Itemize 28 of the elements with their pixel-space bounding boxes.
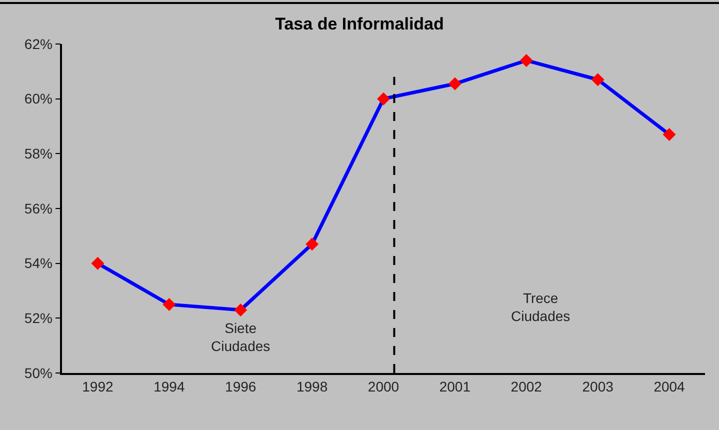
point bbox=[520, 54, 533, 67]
annotation: Trece Ciudades bbox=[511, 290, 570, 324]
x-tick-label: 1992 bbox=[82, 378, 114, 395]
point bbox=[662, 128, 676, 141]
point bbox=[377, 92, 390, 106]
y-tick-label: 56% bbox=[24, 200, 52, 216]
point bbox=[448, 77, 462, 90]
y-tick-label: 54% bbox=[24, 255, 52, 272]
x-tick-label: 1994 bbox=[154, 378, 185, 395]
point bbox=[234, 303, 248, 316]
x-tick-label: 2000 bbox=[368, 378, 400, 395]
y-tick-label: 58% bbox=[24, 146, 52, 162]
x-tick-label: 2001 bbox=[439, 378, 471, 395]
x-tick-label: 2002 bbox=[510, 378, 542, 395]
y-tick-label: 50% bbox=[24, 364, 52, 381]
x-tick-label: 2004 bbox=[654, 378, 686, 395]
point bbox=[162, 298, 176, 311]
x-tick-label: 1996 bbox=[225, 378, 256, 395]
y-tick-label: 52% bbox=[24, 310, 52, 326]
annotation: Siete Ciudades bbox=[211, 320, 270, 354]
point bbox=[91, 256, 104, 270]
y-tick-label: 62% bbox=[24, 36, 52, 52]
point bbox=[591, 73, 604, 86]
y-tick-label: 60% bbox=[24, 90, 52, 107]
x-tick-label: 2003 bbox=[582, 378, 614, 395]
x-tick-label: 1998 bbox=[296, 378, 328, 395]
chart-title: Tasa de Informalidad bbox=[275, 14, 444, 34]
point bbox=[306, 238, 319, 251]
